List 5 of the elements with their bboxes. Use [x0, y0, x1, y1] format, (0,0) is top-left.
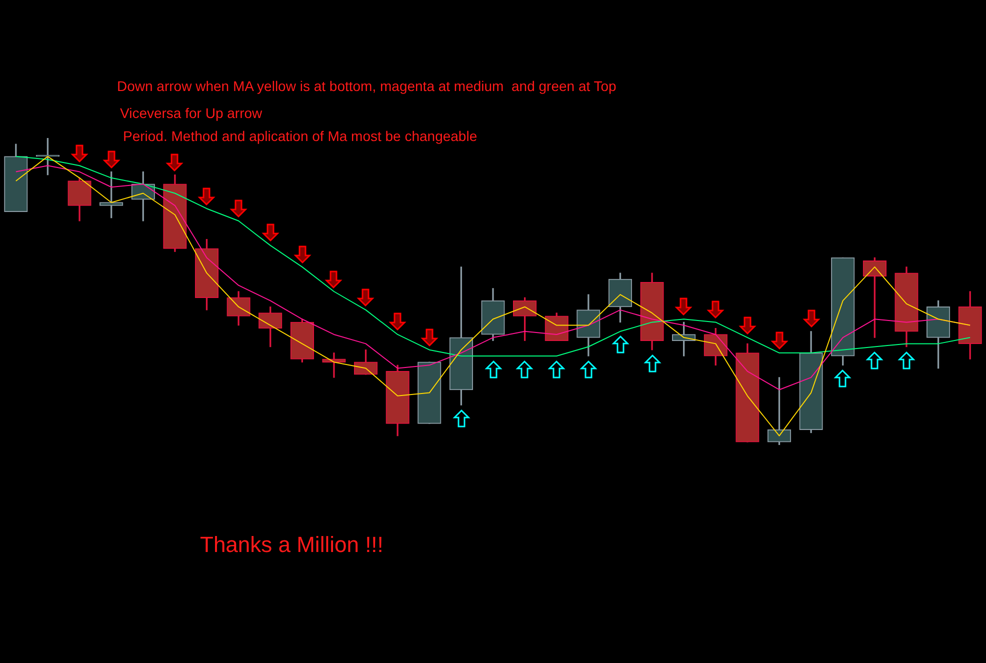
text: Down arrow when MA yellow is at bottom, magenta at medium and green at Top [117, 78, 616, 94]
text: Viceversa for Up arrow [120, 105, 262, 121]
annotation: Period. Method and aplication of Ma most be changeable [123, 128, 478, 144]
candlestick [322, 352, 346, 378]
text: Thanks a Million !!! [200, 532, 384, 558]
